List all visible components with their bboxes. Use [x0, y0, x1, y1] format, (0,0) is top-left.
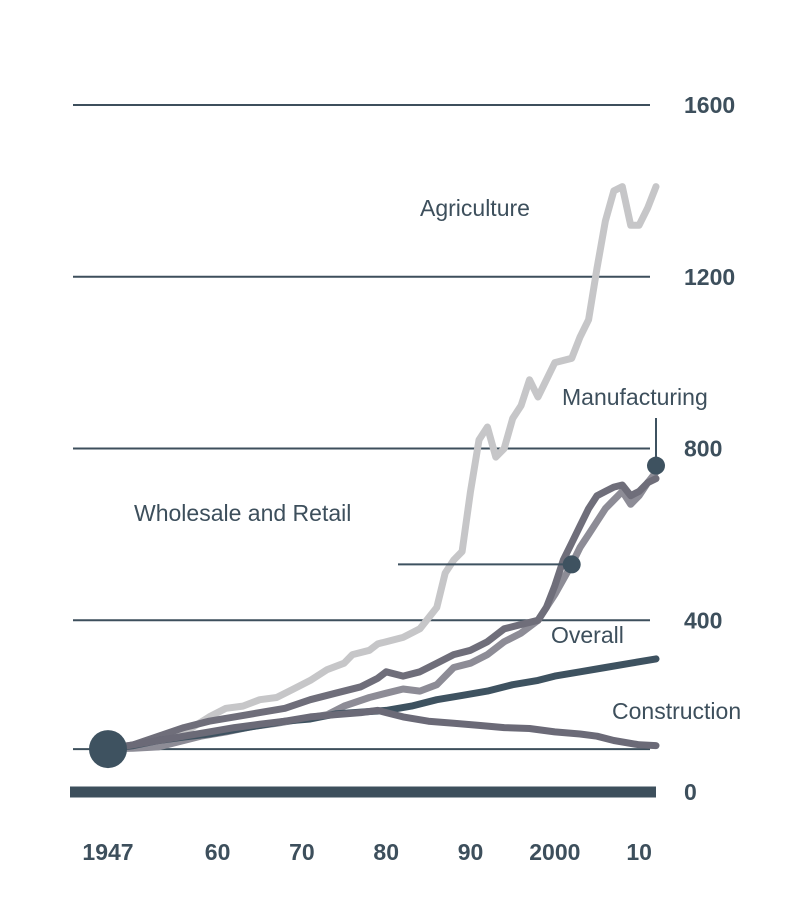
callout-dot-wholesale: [562, 555, 581, 574]
label-overall: Overall: [551, 622, 624, 648]
y-tick-label-0: 0: [684, 779, 697, 805]
x-tick-label-10: 10: [626, 839, 652, 865]
x-tick-label-1947: 1947: [82, 839, 133, 865]
x-tick-label-70: 70: [289, 839, 315, 865]
x-tick-label-80: 80: [373, 839, 399, 865]
label-construction: Construction: [612, 698, 741, 724]
x-tick-label-90: 90: [458, 839, 484, 865]
start-marker: [89, 730, 127, 769]
series-line-agriculture: [104, 183, 660, 753]
gridlines: 0 400 800 1200 1600 1947 60 70 80 90 2000 10: [70, 92, 735, 865]
label-manufacturing: Manufacturing: [562, 384, 708, 410]
y-tick-label-1200: 1200: [684, 264, 735, 290]
series-line-construction: [104, 706, 660, 753]
x-tick-label-2000: 2000: [529, 839, 580, 865]
y-tick-label-1600: 1600: [684, 92, 735, 118]
y-tick-label-800: 800: [684, 436, 722, 462]
callout-dot-manufacturing: [647, 456, 665, 475]
series-lines: [104, 183, 660, 753]
label-wholesale: Wholesale and Retail: [134, 500, 351, 526]
label-agriculture: Agriculture: [420, 195, 530, 221]
callouts: [89, 418, 665, 769]
y-tick-label-400: 400: [684, 607, 722, 633]
series-line-wholesale: [104, 475, 660, 753]
x-tick-label-60: 60: [205, 839, 231, 865]
